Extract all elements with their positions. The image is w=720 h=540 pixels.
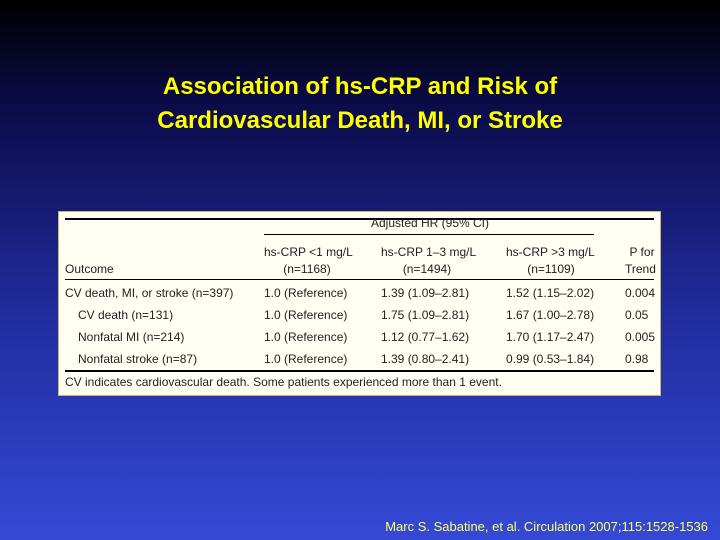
row-p: 0.005 <box>625 330 656 344</box>
row-outcome: CV death (n=131) <box>78 308 174 322</box>
row-col2: 1.39 (1.09–2.81) <box>381 286 470 300</box>
citation: Marc S. Sabatine, et al. Circulation 200… <box>385 519 708 534</box>
header-col3-line1: hs-CRP >3 mg/L <box>506 245 595 259</box>
row-p: 0.05 <box>625 308 649 322</box>
row-p: 0.98 <box>625 352 649 366</box>
row-col1: 1.0 (Reference) <box>264 308 348 322</box>
table-top-rule <box>65 218 654 220</box>
row-col3: 1.52 (1.15–2.02) <box>506 286 595 300</box>
header-col2-line1: hs-CRP 1–3 mg/L <box>381 245 477 259</box>
row-col1: 1.0 (Reference) <box>264 286 348 300</box>
header-col1-line1: hs-CRP <1 mg/L <box>264 245 353 259</box>
row-col3: 1.70 (1.17–2.47) <box>506 330 595 344</box>
results-table: Adjusted HR (95% CI) hs-CRP <1 mg/L (n=1… <box>58 211 661 396</box>
header-col2-line2: (n=1494) <box>402 262 452 276</box>
group-header: Adjusted HR (95% CI) <box>370 216 490 230</box>
row-outcome: Nonfatal stroke (n=87) <box>78 352 198 366</box>
row-col2: 1.39 (0.80–2.41) <box>381 352 470 366</box>
row-p: 0.004 <box>625 286 656 300</box>
header-p-line2: Trend <box>625 262 656 276</box>
row-col3: 0.99 (0.53–1.84) <box>506 352 595 366</box>
row-col1: 1.0 (Reference) <box>264 330 348 344</box>
row-outcome: CV death, MI, or stroke (n=397) <box>65 286 234 300</box>
row-col2: 1.12 (0.77–1.62) <box>381 330 470 344</box>
row-col3: 1.67 (1.00–2.78) <box>506 308 595 322</box>
title-line-2: Cardiovascular Death, MI, or Stroke <box>157 107 563 134</box>
table-footnote: CV indicates cardiovascular death. Some … <box>65 375 502 389</box>
row-col2: 1.75 (1.09–2.81) <box>381 308 470 322</box>
slide-title: Association of hs-CRP and Risk of Cardio… <box>0 70 720 138</box>
row-outcome: Nonfatal MI (n=214) <box>78 330 185 344</box>
title-line-1: Association of hs-CRP and Risk of <box>162 73 558 100</box>
header-p-line1: P for <box>629 245 655 259</box>
header-col3-line2: (n=1109) <box>527 262 575 276</box>
row-col1: 1.0 (Reference) <box>264 352 348 366</box>
header-outcome: Outcome <box>65 262 114 276</box>
group-header-rule <box>264 234 594 235</box>
header-col1-line2: (n=1168) <box>283 262 331 276</box>
header-rule <box>65 279 654 280</box>
bottom-rule <box>65 370 654 372</box>
